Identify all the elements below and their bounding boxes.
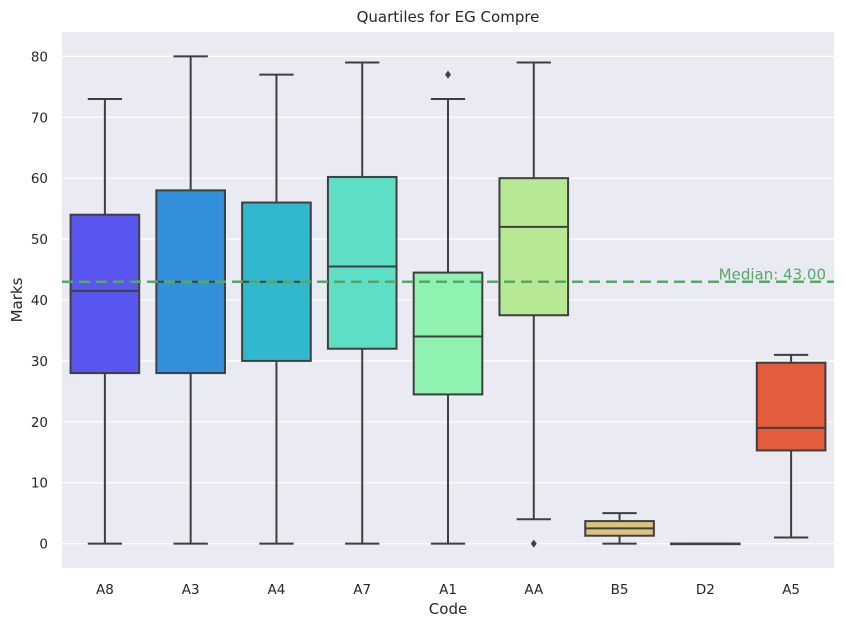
y-tick-label-30: 30 <box>31 354 48 370</box>
box-a8 <box>69 213 141 375</box>
median-reference-label: Median: 43.00 <box>719 266 826 284</box>
y-tick-label-40: 40 <box>31 293 48 309</box>
x-tick-label-a8: A8 <box>96 582 114 598</box>
x-tick-label-a4: A4 <box>268 582 286 598</box>
y-tick-labels: 0 10 20 30 40 50 60 70 80 <box>31 49 48 552</box>
y-tick-label-10: 10 <box>31 476 48 492</box>
x-tick-labels: A8 A3 A4 A7 A1 AA B5 D2 A5 <box>96 582 800 598</box>
x-tick-label-a3: A3 <box>182 582 200 598</box>
x-tick-label-a5: A5 <box>782 582 800 598</box>
chart-title: Quartiles for EG Compre <box>357 8 540 26</box>
x-tick-label-b5: B5 <box>611 582 629 598</box>
x-tick-label-d2: D2 <box>696 582 715 598</box>
x-tick-label-a1: A1 <box>439 582 457 598</box>
x-tick-label-a7: A7 <box>353 582 371 598</box>
y-tick-label-50: 50 <box>31 232 48 248</box>
y-tick-label-70: 70 <box>31 110 48 126</box>
y-tick-label-80: 80 <box>31 49 48 65</box>
y-tick-label-0: 0 <box>39 537 48 553</box>
box-a5 <box>755 361 827 452</box>
y-axis-label: Marks <box>8 277 26 322</box>
y-tick-label-60: 60 <box>31 171 48 187</box>
outlier-aa-0 <box>530 539 537 548</box>
box-a7 <box>326 175 398 350</box>
box-aa <box>498 177 570 317</box>
box-a1 <box>412 271 484 396</box>
x-axis-label: Code <box>429 600 467 618</box>
x-tick-label-aa: AA <box>524 582 544 598</box>
outlier-a1-0 <box>445 70 451 79</box>
y-tick-label-20: 20 <box>31 415 48 431</box>
